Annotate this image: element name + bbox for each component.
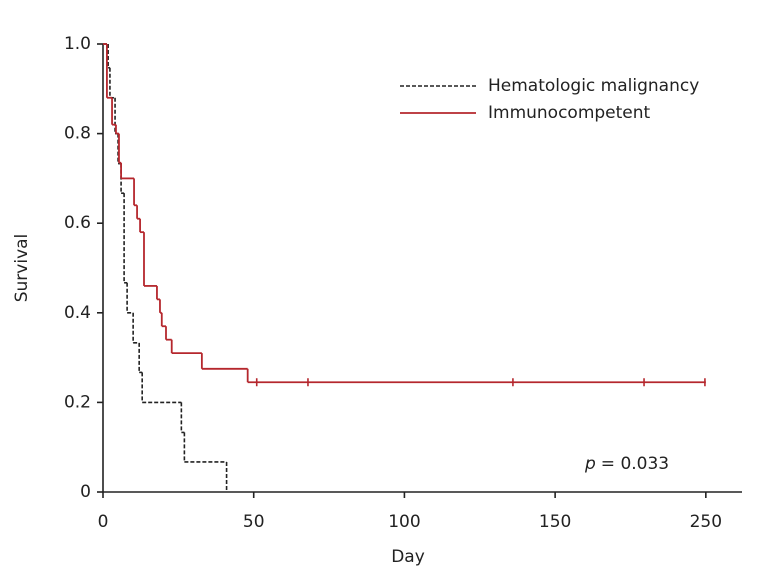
x-tick-label: 50	[243, 512, 265, 532]
y-axis-label: Survival	[12, 234, 32, 303]
y-tick-label: 0.8	[64, 124, 91, 144]
x-tick-label: 150	[539, 512, 571, 532]
y-tick-label: 0.2	[64, 392, 91, 412]
x-tick-label: 0	[98, 512, 109, 532]
legend-label: Hematologic malignancy	[488, 76, 699, 96]
legend-label: Immunocompetent	[488, 103, 651, 123]
annotation-symbol: p	[584, 454, 596, 474]
y-tick-label: 0.6	[64, 213, 91, 233]
y-tick-label: 0.4	[64, 303, 91, 323]
y-tick-label: 0	[80, 482, 91, 502]
x-tick-label: 250	[690, 512, 722, 532]
y-tick-label: 1.0	[64, 34, 91, 54]
annotation-text: = 0.033	[601, 454, 669, 474]
annotation: p = 0.033	[584, 454, 669, 474]
x-axis-label: Day	[391, 547, 425, 567]
x-tick-label: 100	[388, 512, 420, 532]
